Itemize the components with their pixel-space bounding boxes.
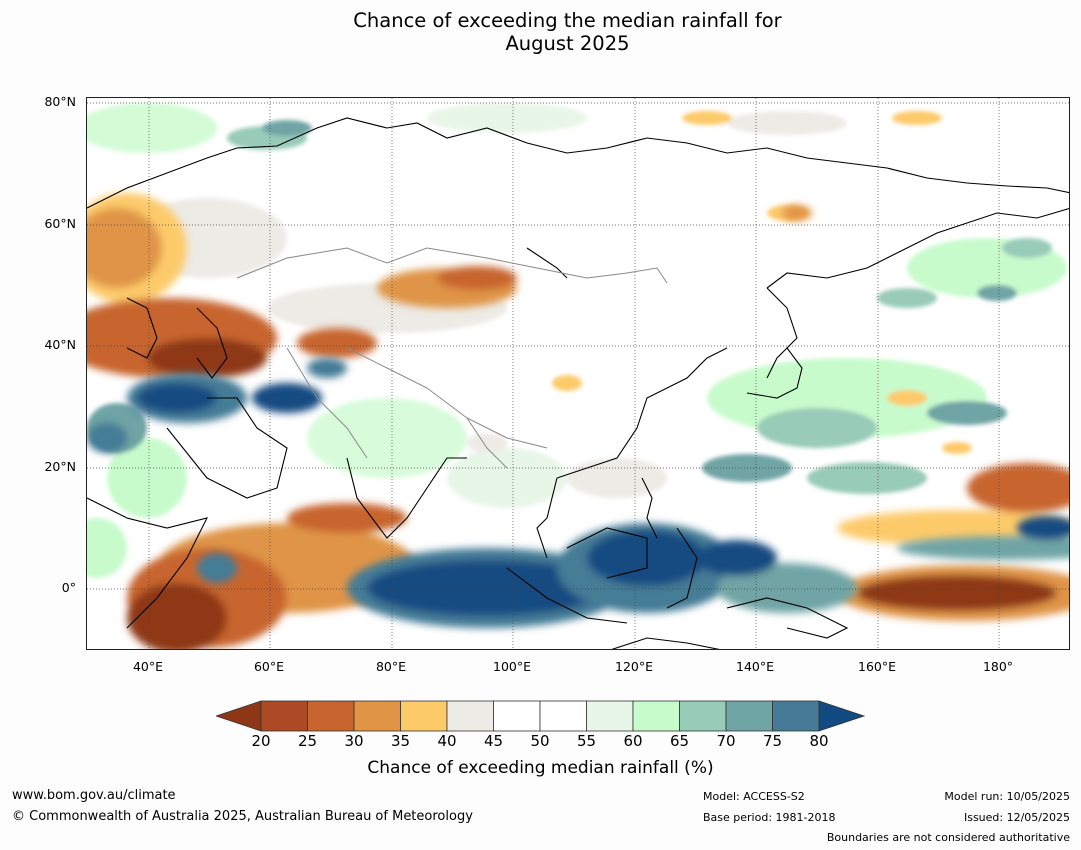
colorbar-tick-80: 80 bbox=[809, 732, 829, 750]
colorbar-label: Chance of exceeding median rainfall (%) bbox=[367, 758, 714, 778]
colorbar-tick-75: 75 bbox=[762, 732, 783, 750]
lat-label-80n: 80°N bbox=[44, 94, 76, 109]
colorbar-segment-50-55 bbox=[539, 700, 587, 732]
map-canvas bbox=[87, 98, 1069, 649]
lat-label-0: 0° bbox=[61, 580, 76, 595]
title-line-1: Chance of exceeding the median rainfall … bbox=[353, 9, 782, 32]
issued-date: Issued: 12/05/2025 bbox=[963, 811, 1070, 824]
colorbar-tick-45: 45 bbox=[483, 732, 504, 750]
lat-label-60n: 60°N bbox=[44, 216, 76, 231]
colorbar-segment-25-30 bbox=[307, 700, 355, 732]
model-name: Model: ACCESS-S2 bbox=[703, 790, 805, 803]
colorbar-tick-25: 25 bbox=[297, 732, 318, 750]
website-link[interactable]: www.bom.gov.au/climate bbox=[12, 788, 176, 803]
boundaries-disclaimer: Boundaries are not considered authoritat… bbox=[826, 831, 1070, 844]
colorbar-tick-70: 70 bbox=[716, 732, 736, 750]
lat-label-40n: 40°N bbox=[44, 337, 76, 352]
model-run-date: Model run: 10/05/2025 bbox=[944, 790, 1070, 803]
colorbar-segment-40-45 bbox=[446, 700, 494, 732]
colorbar-tick-50: 50 bbox=[530, 732, 550, 750]
colorbar-segment-45-50 bbox=[493, 700, 541, 732]
colorbar-segment-30-35 bbox=[353, 700, 401, 732]
colorbar-segment-75-80 bbox=[772, 700, 820, 732]
title-line-2: August 2025 bbox=[505, 32, 630, 55]
lon-label-120e: 120°E bbox=[614, 659, 654, 674]
rainfall-map bbox=[86, 97, 1070, 650]
colorbar-segment-55-60 bbox=[586, 700, 634, 732]
map-gridlines bbox=[87, 98, 1069, 649]
colorbar-tick-60: 60 bbox=[623, 732, 643, 750]
lat-label-20n: 20°N bbox=[44, 459, 76, 474]
colorbar bbox=[216, 700, 866, 732]
lon-label-40e: 40°E bbox=[132, 659, 164, 674]
colorbar-high-extension bbox=[818, 700, 866, 732]
colorbar-tick-65: 65 bbox=[669, 732, 690, 750]
lon-label-140e: 140°E bbox=[735, 659, 775, 674]
base-period: Base period: 1981-2018 bbox=[703, 811, 836, 824]
colorbar-segment-70-75 bbox=[725, 700, 773, 732]
colorbar-tick-35: 35 bbox=[390, 732, 411, 750]
probability-field bbox=[87, 103, 1067, 578]
colorbar-segment-20-25 bbox=[260, 700, 308, 732]
lon-label-60e: 60°E bbox=[253, 659, 285, 674]
lon-label-100e: 100°E bbox=[492, 659, 532, 674]
colorbar-segment-35-40 bbox=[400, 700, 448, 732]
colorbar-tick-30: 30 bbox=[344, 732, 364, 750]
country-borders bbox=[236, 247, 668, 469]
map-title: Chance of exceeding the median rainfall … bbox=[0, 9, 1081, 55]
coastlines bbox=[87, 117, 1069, 649]
wet-anomaly-regions bbox=[87, 358, 1069, 628]
colorbar-segment-60-65 bbox=[632, 700, 680, 732]
lon-label-180: 180° bbox=[982, 659, 1014, 674]
colorbar-tick-55: 55 bbox=[576, 732, 597, 750]
colorbar-tick-20: 20 bbox=[251, 732, 271, 750]
colorbar-segment-65-70 bbox=[679, 700, 727, 732]
lon-label-80e: 80°E bbox=[375, 659, 407, 674]
colorbar-low-extension bbox=[216, 700, 262, 732]
copyright-text: © Commonwealth of Australia 2025, Austra… bbox=[12, 809, 473, 824]
lon-label-160e: 160°E bbox=[857, 659, 897, 674]
colorbar-tick-40: 40 bbox=[437, 732, 457, 750]
